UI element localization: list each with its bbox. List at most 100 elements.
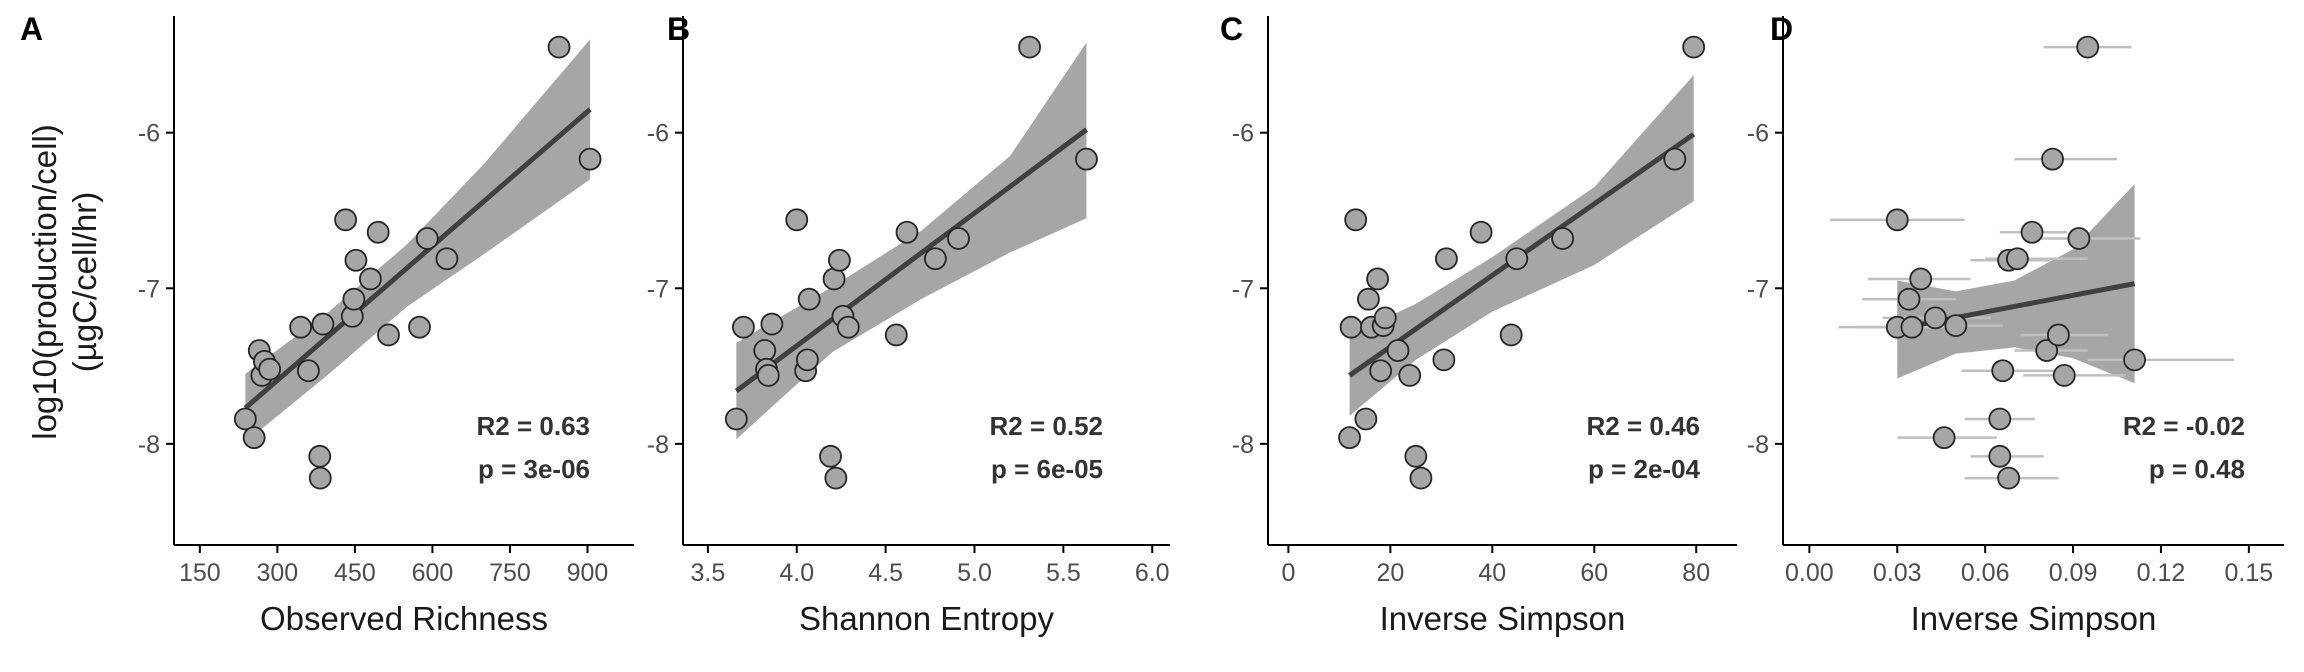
data-point <box>1551 227 1575 250</box>
y-tick-label: -8 <box>1232 431 1254 459</box>
data-point <box>308 444 332 468</box>
data-point <box>2052 364 2076 387</box>
x-tick-label: 20 <box>1376 559 1404 587</box>
data-point <box>308 466 332 490</box>
data-point <box>1682 35 1706 59</box>
x-tick-label: 6.0 <box>1135 559 1170 587</box>
data-point <box>1338 426 1361 450</box>
confidence-band <box>1897 184 2135 384</box>
data-point <box>1366 267 1390 291</box>
data-point <box>408 315 431 339</box>
data-point <box>797 287 821 311</box>
y-tick-label: -7 <box>138 275 160 303</box>
y-tick-label: -6 <box>647 120 669 148</box>
y-axis-title: log10(production/cell) (µgC/cell/hr) <box>26 124 103 440</box>
data-point <box>1932 426 1956 450</box>
data-point <box>415 227 439 250</box>
r2-annotation: R2 = 0.52 <box>990 411 1103 441</box>
r2-annotation: R2 = -0.02 <box>2123 411 2245 441</box>
data-point <box>1398 364 1422 387</box>
x-tick-label: 3.5 <box>691 559 726 587</box>
panel-letter: C <box>1220 11 1243 47</box>
y-tick-label: -6 <box>1747 120 1769 148</box>
data-point <box>1885 208 1909 232</box>
data-point <box>344 248 368 272</box>
x-axis-title: Inverse Simpson <box>1911 600 2157 637</box>
x-tick-label: 0.15 <box>2225 559 2274 587</box>
data-point <box>1505 247 1529 271</box>
data-point <box>2076 35 2100 59</box>
data-point <box>311 312 335 336</box>
data-point <box>377 323 400 347</box>
data-point <box>2035 339 2059 362</box>
data-point <box>359 267 382 291</box>
data-point <box>1499 323 1523 347</box>
data-point <box>2041 147 2064 171</box>
data-point <box>1944 314 1968 338</box>
data-point <box>1354 407 1378 431</box>
y-tick-label: -7 <box>1747 275 1769 303</box>
panel-a: A -8 -7 -6 150 300 450 600 750 900 Observed Richne… <box>20 11 634 637</box>
x-tick-label: 150 <box>179 559 221 587</box>
x-tick-label: 0.06 <box>1961 559 2010 587</box>
data-point <box>296 359 320 383</box>
data-point <box>1897 287 1921 311</box>
data-point <box>724 407 748 431</box>
x-tick-label: 0.09 <box>2049 559 2098 587</box>
data-point <box>1663 147 1687 171</box>
data-point <box>785 208 809 232</box>
data-point <box>2005 247 2029 271</box>
data-point <box>836 315 860 339</box>
data-point <box>2123 348 2146 372</box>
data-point <box>342 287 366 311</box>
y-tick-label: -8 <box>647 431 669 459</box>
data-point <box>1339 315 1363 339</box>
panel-letter: D <box>1770 11 1793 47</box>
y-tick-label: -7 <box>1232 275 1254 303</box>
data-point <box>1997 466 2020 490</box>
x-tick-label: 4.5 <box>868 559 903 587</box>
x-tick-label: 600 <box>412 559 454 587</box>
data-point <box>1357 287 1380 311</box>
data-point <box>947 227 970 250</box>
x-tick-label: 450 <box>334 559 376 587</box>
regression-line <box>734 127 1088 393</box>
data-point <box>1988 407 2012 431</box>
y-tick-label: -8 <box>138 431 160 459</box>
data-point <box>1404 444 1428 468</box>
x-tick-label: 5.5 <box>1046 559 1081 587</box>
data-point <box>289 315 313 339</box>
x-tick-label: 60 <box>1580 559 1608 587</box>
data-point <box>1344 208 1368 232</box>
x-tick-label: 0.12 <box>2137 559 2186 587</box>
data-point <box>1409 466 1433 490</box>
data-point <box>2020 220 2044 244</box>
panel-d: D -8 -7 -6 0.00 0.03 0.06 0.09 0.12 0.15 Inverse S… <box>1747 11 2284 637</box>
data-point <box>760 312 784 336</box>
data-point <box>923 247 947 271</box>
y-axis-title-line2: (µgC/cell/hr) <box>66 192 103 372</box>
data-point <box>828 248 851 272</box>
y-tick-label: -8 <box>1747 431 1769 459</box>
y-tick-label: -6 <box>138 120 160 148</box>
x-tick-label: 40 <box>1478 559 1506 587</box>
data-point <box>1386 339 1410 362</box>
data-point <box>435 247 459 271</box>
y-tick-label: -7 <box>647 275 669 303</box>
x-tick-label: 0 <box>1281 559 1295 587</box>
panel-letter: A <box>20 11 43 47</box>
data-point <box>334 208 357 232</box>
data-point <box>732 315 755 339</box>
data-point <box>884 323 908 347</box>
p-value-annotation: p = 2e-04 <box>1588 454 1701 484</box>
panel-c: C -8 -7 -6 0 20 40 60 80 Inverse Simpson R2 = 0.46… <box>1220 11 1737 637</box>
data-point <box>242 426 266 450</box>
confidence-band <box>1349 75 1694 416</box>
p-value-annotation: p = 3e-06 <box>478 454 590 484</box>
y-tick-label: -6 <box>1232 120 1254 148</box>
p-value-annotation: p = 0.48 <box>2149 454 2245 484</box>
data-point <box>366 220 390 244</box>
x-axis-title: Observed Richness <box>260 600 548 637</box>
x-tick-label: 0.03 <box>1873 559 1922 587</box>
